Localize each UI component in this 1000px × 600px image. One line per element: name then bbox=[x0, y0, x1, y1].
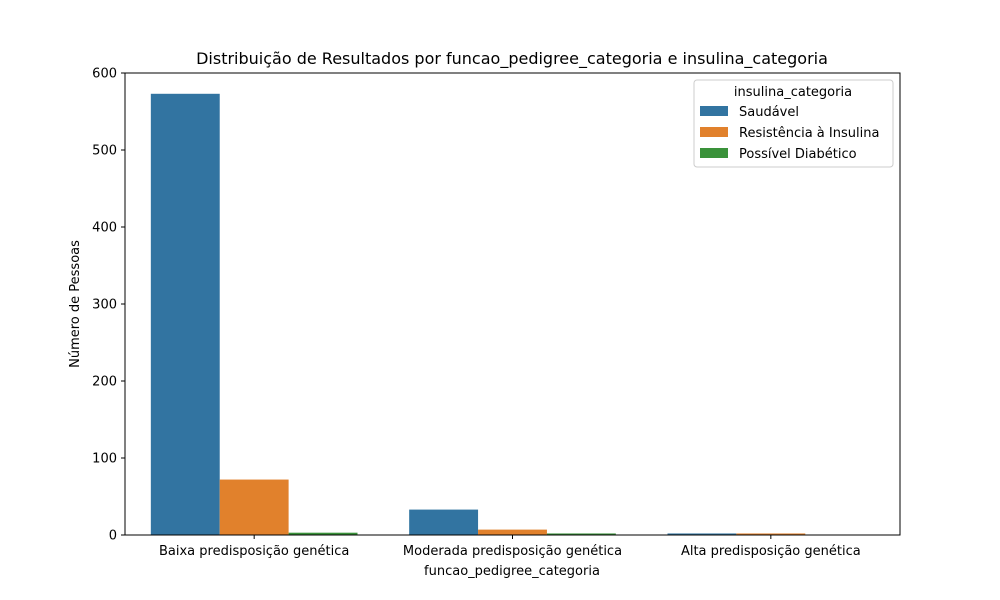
x-tick-label: Baixa predisposição genética bbox=[159, 544, 349, 559]
x-axis-label: funcao_pedigree_categoria bbox=[424, 564, 600, 579]
chart-title: Distribuição de Resultados por funcao_pe… bbox=[196, 49, 828, 69]
y-tick-label: 100 bbox=[92, 452, 117, 467]
legend-swatch bbox=[700, 127, 728, 137]
bar-1-2 bbox=[546, 533, 616, 535]
bar-0-1 bbox=[219, 479, 289, 535]
bar-1-0 bbox=[409, 509, 479, 535]
bars-group bbox=[150, 93, 806, 535]
legend-label: Possível Diabético bbox=[739, 147, 857, 162]
y-tick-label: 500 bbox=[92, 144, 117, 159]
legend-frame bbox=[693, 79, 894, 168]
bar-1-1 bbox=[478, 529, 547, 535]
legend: insulina_categoria Saudável Resistência à… bbox=[693, 79, 894, 168]
legend-swatch bbox=[700, 106, 728, 116]
y-tick-label: 0 bbox=[109, 529, 117, 544]
x-tick-label: Moderada predisposição genética bbox=[403, 544, 622, 559]
legend-title: insulina_categoria bbox=[734, 85, 852, 100]
legend-swatch bbox=[700, 148, 728, 158]
bar-0-0 bbox=[150, 93, 220, 535]
y-tick-label: 400 bbox=[92, 221, 117, 236]
y-tick-label: 600 bbox=[92, 67, 117, 82]
y-tick-label: 200 bbox=[92, 375, 117, 390]
bar-0-2 bbox=[288, 532, 358, 535]
y-axis-ticks: 0 100 200 300 400 500 600 bbox=[92, 67, 125, 544]
y-axis-label: Número de Pessoas bbox=[68, 240, 83, 368]
y-tick-label: 300 bbox=[92, 298, 117, 313]
x-tick-label: Alta predisposição genética bbox=[681, 544, 861, 559]
bar-2-1 bbox=[736, 533, 806, 535]
plot-frame bbox=[124, 72, 901, 536]
legend-label: Resistência à Insulina bbox=[739, 126, 879, 141]
bar-2-0 bbox=[667, 533, 737, 535]
x-axis-ticks: Baixa predisposição genética Moderada pre… bbox=[159, 535, 861, 559]
legend-items: Saudável Resistência à Insulina Possível D… bbox=[700, 105, 879, 162]
legend-label: Saudável bbox=[739, 105, 799, 120]
